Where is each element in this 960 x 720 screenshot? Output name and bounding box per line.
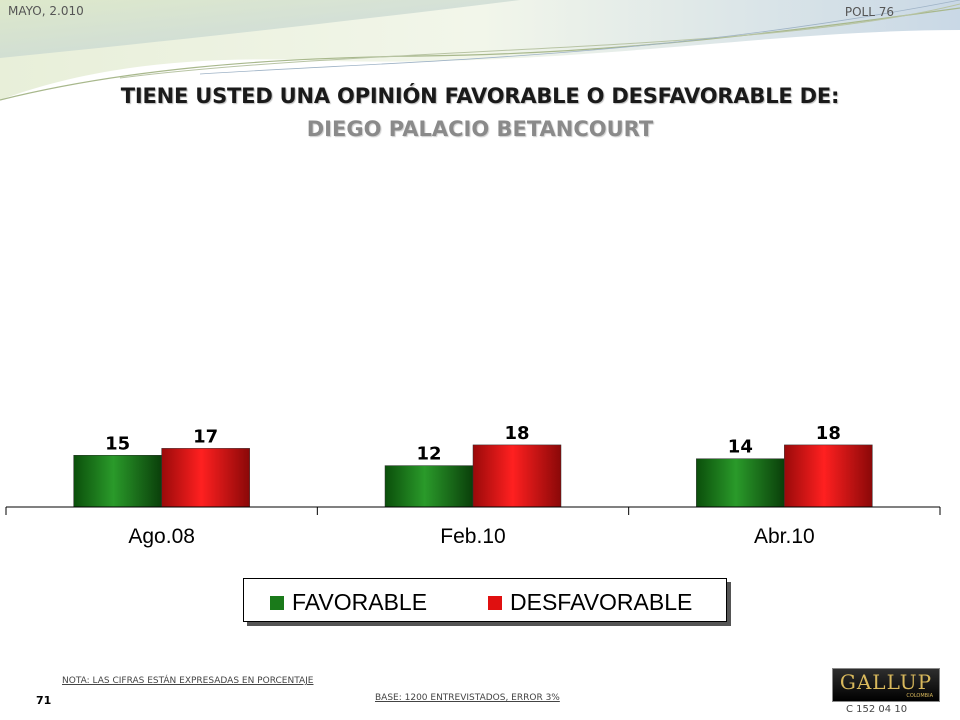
legend-item-desfavorable: DESFAVORABLE xyxy=(488,589,692,616)
legend-label-favorable: FAVORABLE xyxy=(292,589,428,615)
x-tick-label: Ago.08 xyxy=(128,525,195,548)
bar-desfavorable-ago08 xyxy=(161,448,250,508)
bar-desfavorable-abr10 xyxy=(784,444,873,508)
legend-swatch-desfavorable xyxy=(488,595,502,610)
legend-swatch-favorable xyxy=(270,595,284,610)
bar-favorable-abr10 xyxy=(696,458,785,508)
data-label-desfavorable-abr10: 18 xyxy=(816,423,841,444)
data-label-favorable-ago08: 15 xyxy=(105,433,130,454)
gallup-logo: GALLUP COLOMBIA xyxy=(832,668,940,702)
bar-chart: 15 17 Ago.08 12 18 Feb.10 14 18 Abr.10 xyxy=(5,423,941,548)
bar-desfavorable-feb10 xyxy=(472,444,562,508)
legend-item-favorable: FAVORABLE xyxy=(270,589,427,616)
x-tick-label: Feb.10 xyxy=(440,525,505,548)
poll-label: POLL 76 xyxy=(844,5,894,19)
logo-subtext: COLOMBIA xyxy=(906,693,933,699)
data-label-desfavorable-feb10: 18 xyxy=(504,423,529,444)
chart-subtitle: DIEGO PALACIO BETANCOURT xyxy=(306,117,654,141)
x-tick-label: Abr.10 xyxy=(754,525,815,548)
report-date: MAYO, 2.010 xyxy=(8,4,84,18)
chart-legend: FAVORABLE DESFAVORABLE xyxy=(243,578,727,622)
bar-favorable-feb10 xyxy=(384,465,474,508)
footnote: NOTA: LAS CIFRAS ESTÁN EXPRESADAS EN POR… xyxy=(62,676,314,686)
base-note: BASE: 1200 ENTREVISTADOS, ERROR 3% xyxy=(375,693,560,703)
data-label-favorable-abr10: 14 xyxy=(728,437,753,458)
document-code: C 152 04 10 xyxy=(846,704,908,715)
legend-label-desfavorable: DESFAVORABLE xyxy=(510,589,693,615)
data-label-desfavorable-ago08: 17 xyxy=(193,426,218,447)
data-label-favorable-feb10: 12 xyxy=(416,444,441,465)
page-number: 71 xyxy=(36,694,52,707)
logo-text: GALLUP xyxy=(839,670,933,694)
chart-title: TIENE USTED UNA OPINIÓN FAVORABLE O DESF… xyxy=(120,84,840,108)
bar-favorable-ago08 xyxy=(73,455,162,508)
